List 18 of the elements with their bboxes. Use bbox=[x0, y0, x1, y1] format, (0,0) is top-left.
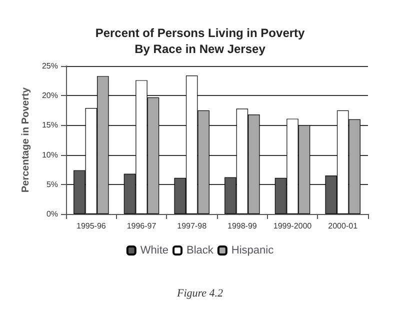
legend-label: Hispanic bbox=[231, 244, 274, 256]
chart-title: Percent of Persons Living in Poverty By Race in New Jersey bbox=[95, 26, 306, 56]
x-tick-label: 1999-2000 bbox=[273, 222, 312, 230]
x-tick-label: 1998-99 bbox=[227, 222, 258, 230]
legend-label: Black bbox=[186, 244, 214, 256]
y-tick-label: 0% bbox=[46, 210, 58, 218]
x-tick-label: 2000-01 bbox=[328, 222, 358, 230]
x-tick-label: 1995-96 bbox=[76, 222, 106, 230]
y-tick-label: 25% bbox=[42, 62, 58, 70]
y-tick-label: 5% bbox=[46, 180, 58, 189]
caption: Figure 4.2 bbox=[176, 288, 224, 300]
y-tick-label: 15% bbox=[42, 120, 58, 130]
x-tick-label: 1996-97 bbox=[126, 222, 157, 230]
y-tick-label: 10% bbox=[42, 150, 58, 160]
y-axis-title: Percentage in Poverty bbox=[20, 87, 32, 193]
y-tick-label: 20% bbox=[42, 91, 58, 100]
x-tick-label: 1997-98 bbox=[177, 222, 208, 230]
legend-label: White bbox=[140, 244, 169, 256]
